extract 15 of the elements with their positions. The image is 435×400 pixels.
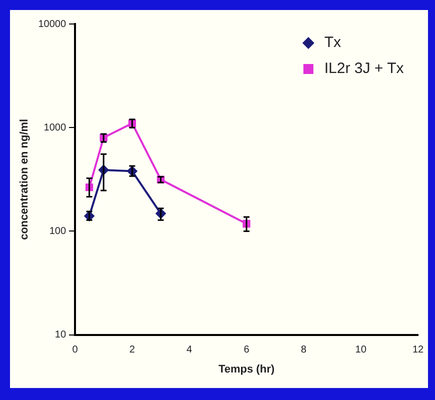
- x-tick-label: 0: [72, 344, 78, 356]
- x-tick-label: 4: [186, 344, 193, 356]
- legend-label: Tx: [324, 34, 342, 52]
- x-tick-label: 2: [129, 344, 136, 356]
- y-tick-label: 10: [54, 330, 66, 341]
- y-tick-label: 10000: [38, 18, 66, 30]
- y-tick-label: 1000: [44, 122, 66, 134]
- y-tick-label: 100: [49, 226, 66, 237]
- x-tick-label: 10: [355, 344, 367, 356]
- x-tick-label: 12: [412, 344, 424, 356]
- x-tick-label: 6: [244, 344, 250, 356]
- legend-label: IL2r 3J + Tx: [324, 60, 404, 78]
- x-axis-title: Temps (hr): [218, 363, 275, 376]
- x-tick-label: 8: [300, 344, 307, 356]
- y-axis-title: concentration en ng/ml: [18, 118, 31, 240]
